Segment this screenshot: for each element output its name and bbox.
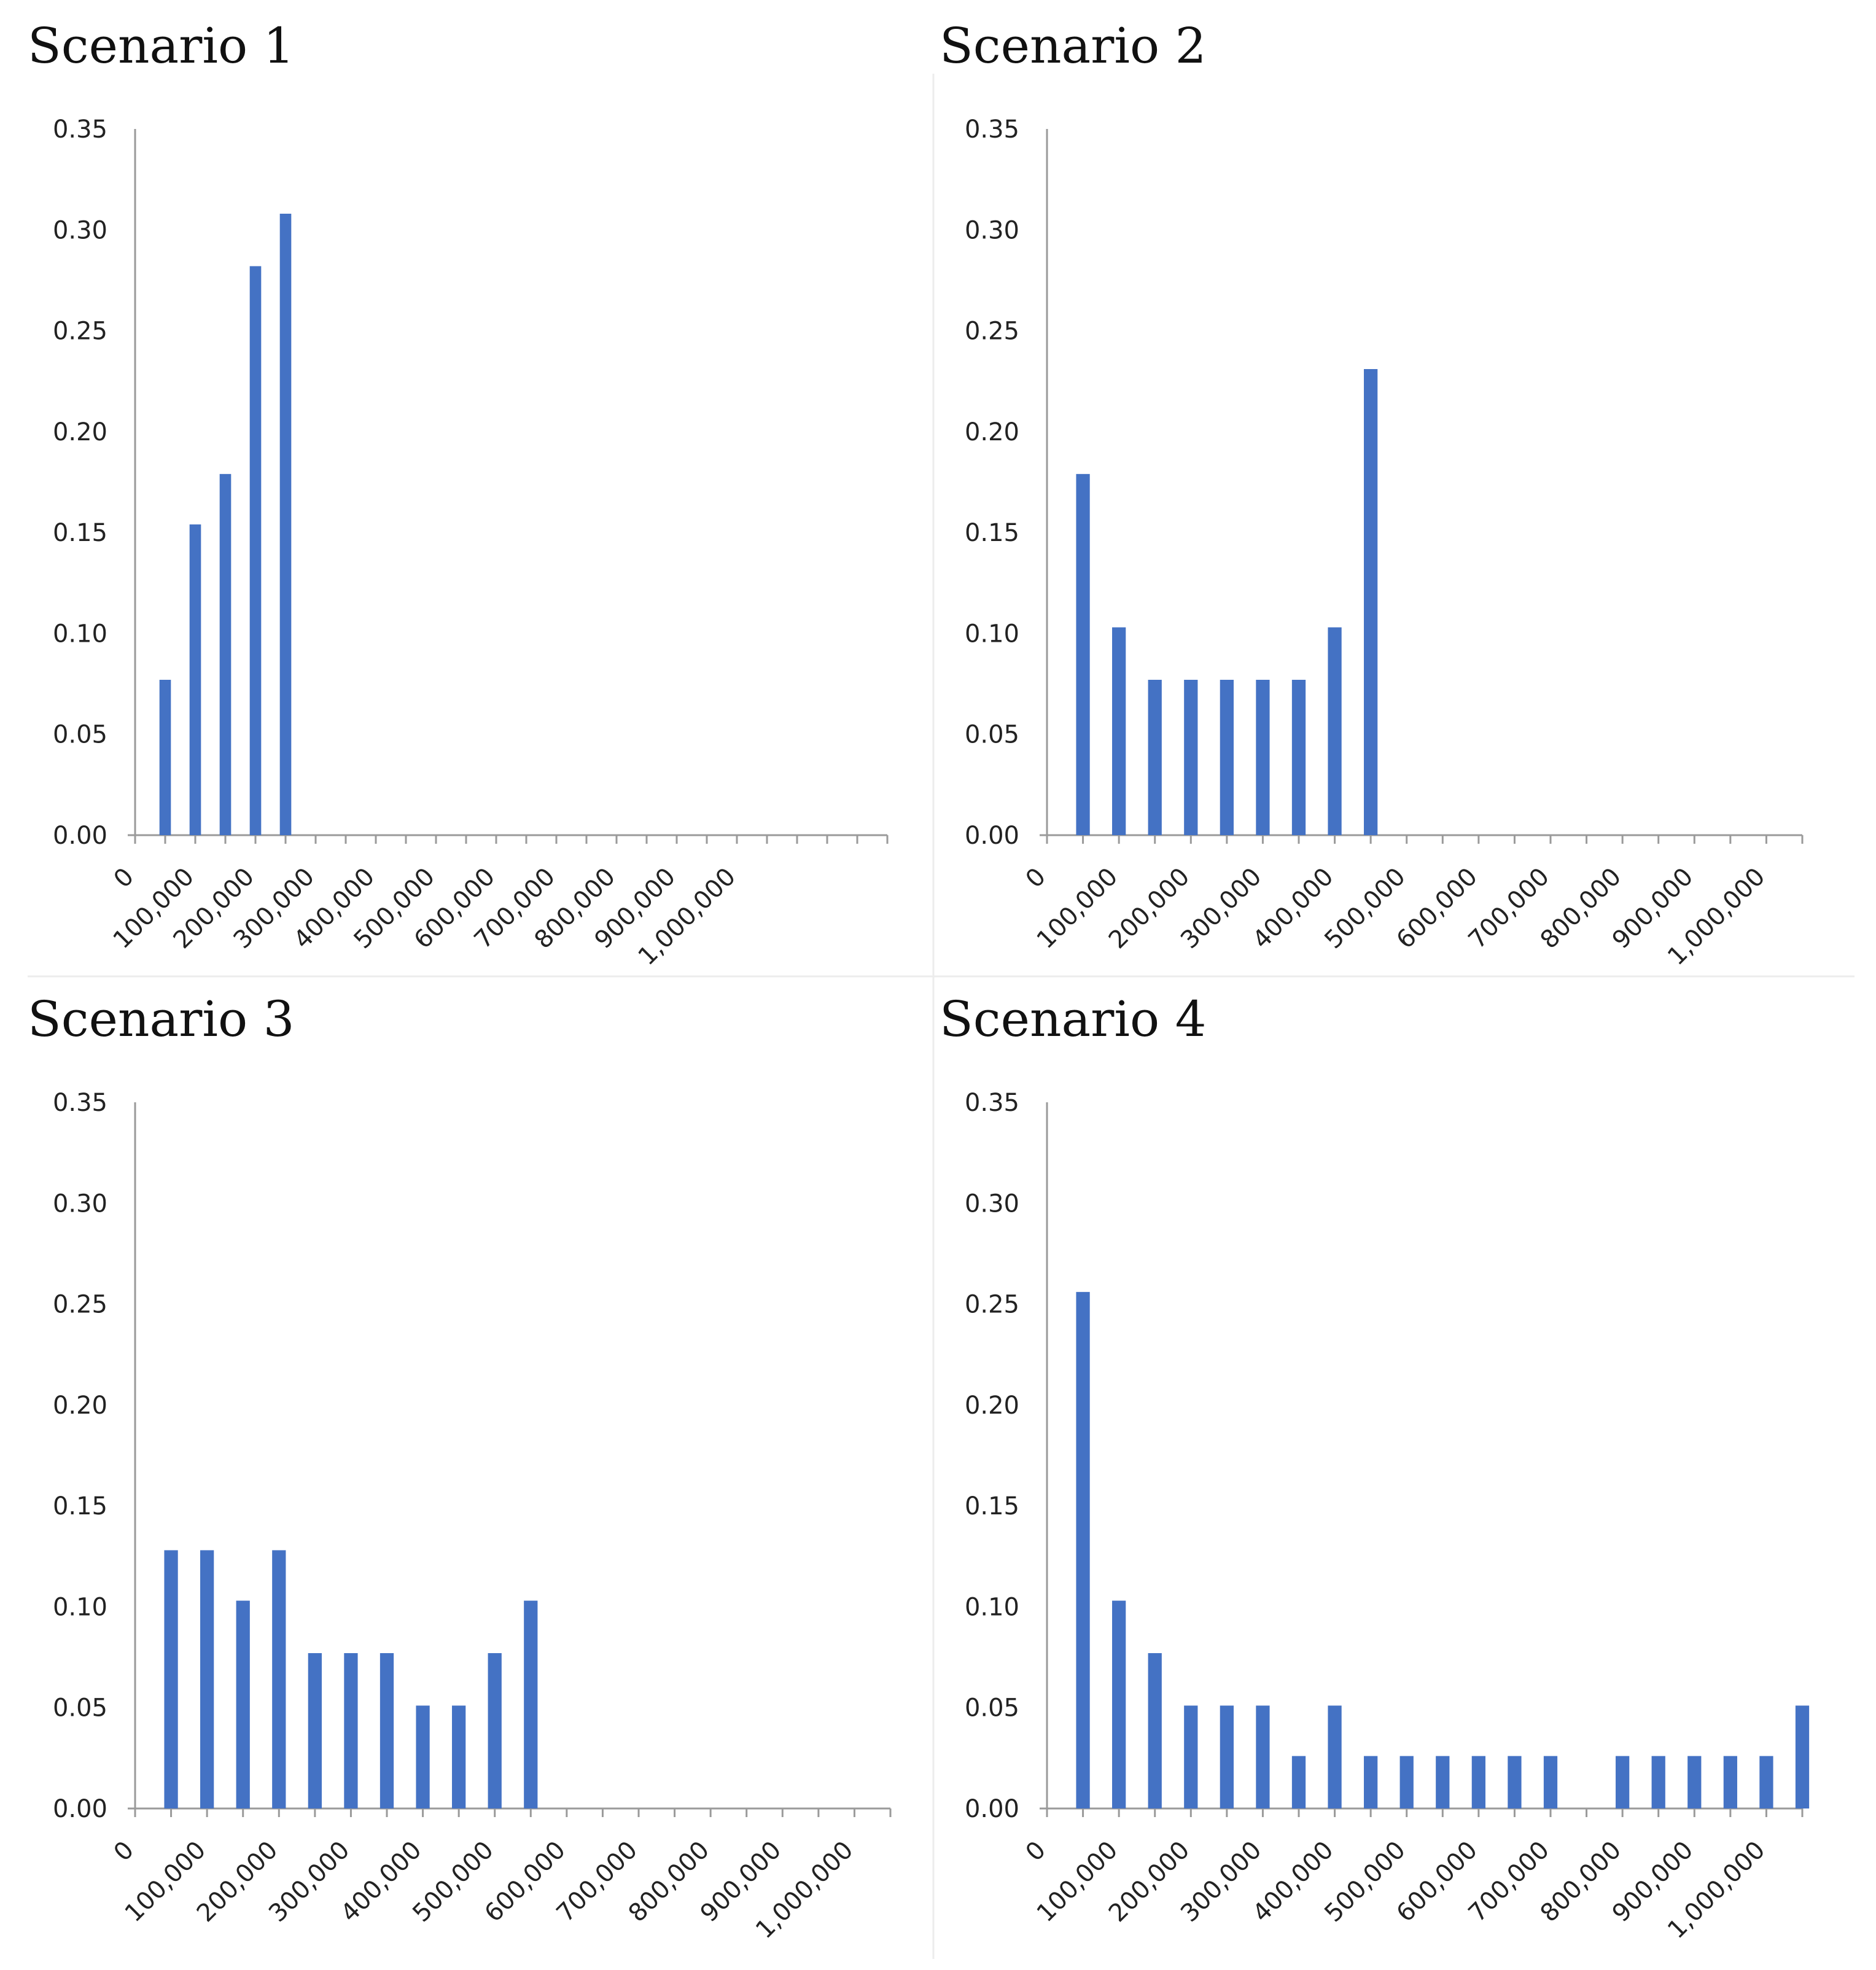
histogram-chart: 0.000.050.100.150.200.250.300.350100,000… (53, 1089, 892, 1944)
bar (416, 1705, 430, 1808)
chart-panel-scenario-2: Scenario 2 0.00 0.05 0.10 0.15 0.20 0.25 0.30 0… (940, 21, 1861, 992)
y-tick-label: 0.35 (965, 1089, 1019, 1117)
chart-panel-scenario-1: Scenario 1 0.00 0.05 0.10 0.15 0.20 0.25 0.30 0… (28, 21, 949, 992)
x-tick-label: 0 (109, 1836, 140, 1867)
x-tick-label: 0 (1021, 1836, 1052, 1867)
bar (1328, 627, 1342, 835)
bar (1112, 627, 1126, 835)
bar (200, 1550, 214, 1808)
y-tick-label: 0.05 (965, 1694, 1019, 1723)
bar (159, 680, 171, 835)
bar (219, 473, 232, 835)
bar (1112, 1600, 1126, 1808)
bar (1291, 680, 1306, 835)
bar (1076, 473, 1090, 835)
bar (524, 1600, 538, 1808)
bar (452, 1705, 466, 1808)
y-tick-label: 0.25 (53, 317, 107, 346)
chart-panel-scenario-3: Scenario 3 0.00 0.05 0.10 0.15 0.20 0.25 0.30 0… (28, 995, 949, 1965)
y-tick-label: 0.00 (53, 1795, 107, 1823)
bar (1184, 1705, 1198, 1808)
bar (236, 1600, 250, 1808)
bar (1723, 1756, 1737, 1808)
x-tick-label: 0 (1021, 863, 1052, 894)
y-tick-label: 0.35 (53, 115, 107, 144)
bar (1543, 1756, 1558, 1808)
y-tick-label: 0.25 (965, 317, 1019, 346)
y-tick-label: 0.05 (965, 721, 1019, 749)
bar (1687, 1756, 1702, 1808)
bar (1616, 1756, 1630, 1808)
bar (1795, 1705, 1810, 1808)
y-tick-label: 0.00 (965, 822, 1019, 850)
y-tick-label: 0.15 (965, 519, 1019, 547)
y-tick-label: 0.10 (965, 620, 1019, 648)
chart-title: Scenario 2 (940, 17, 1207, 74)
bar (249, 266, 262, 835)
y-tick-label: 0.10 (53, 620, 107, 648)
bar (1651, 1756, 1665, 1808)
chart-title: Scenario 1 (28, 17, 295, 74)
bar (1471, 1756, 1485, 1808)
x-tick-label: 0 (109, 863, 140, 894)
bar (1759, 1756, 1773, 1808)
histogram-chart: 0.000.050.100.150.200.250.300.350100,000… (53, 115, 889, 971)
y-tick-label: 0.25 (965, 1291, 1019, 1319)
histogram-chart: 0.000.050.100.150.200.250.300.350100,000… (965, 115, 1804, 971)
bar (1076, 1291, 1090, 1808)
y-tick-label: 0.20 (965, 1392, 1019, 1420)
y-tick-label: 0.30 (965, 1189, 1019, 1218)
y-tick-label: 0.20 (53, 1392, 107, 1420)
y-tick-label: 0.15 (965, 1492, 1019, 1520)
bar (1256, 1705, 1270, 1808)
bar (344, 1653, 358, 1808)
y-tick-label: 0.35 (53, 1089, 107, 1117)
bar (164, 1550, 178, 1808)
bar (1364, 369, 1378, 835)
y-tick-label: 0.30 (53, 1189, 107, 1218)
y-tick-label: 0.00 (53, 822, 107, 850)
y-tick-label: 0.30 (53, 216, 107, 244)
bar (279, 214, 292, 835)
bar (189, 524, 201, 835)
histogram-chart: 0.000.050.100.150.200.250.300.350100,000… (965, 1089, 1810, 1944)
y-tick-label: 0.15 (53, 1492, 107, 1520)
chart-title: Scenario 3 (28, 991, 295, 1048)
y-tick-label: 0.00 (965, 1795, 1019, 1823)
bar (1436, 1756, 1450, 1808)
y-tick-label: 0.10 (53, 1593, 107, 1621)
y-tick-label: 0.20 (53, 418, 107, 446)
bar (1328, 1705, 1342, 1808)
y-tick-label: 0.05 (53, 721, 107, 749)
bar (488, 1653, 502, 1808)
y-tick-label: 0.20 (965, 418, 1019, 446)
bar (1291, 1756, 1306, 1808)
y-tick-label: 0.35 (965, 115, 1019, 144)
bar (1364, 1756, 1378, 1808)
bar (1184, 680, 1198, 835)
bar (1508, 1756, 1522, 1808)
bar (1148, 1653, 1162, 1808)
bar (1220, 1705, 1234, 1808)
bar (379, 1653, 394, 1808)
bar (1399, 1756, 1414, 1808)
y-tick-label: 0.25 (53, 1291, 107, 1319)
y-tick-label: 0.10 (965, 1593, 1019, 1621)
chart-title: Scenario 4 (940, 991, 1207, 1048)
bar (272, 1550, 286, 1808)
bar (1148, 680, 1162, 835)
y-tick-label: 0.30 (965, 216, 1019, 244)
bar (1220, 680, 1234, 835)
chart-panel-scenario-4: Scenario 4 0.00 0.05 0.10 0.15 0.20 0.25 0.30 0… (940, 995, 1861, 1965)
bar (1256, 680, 1270, 835)
bar (308, 1653, 322, 1808)
y-tick-label: 0.15 (53, 519, 107, 547)
y-tick-label: 0.05 (53, 1694, 107, 1723)
